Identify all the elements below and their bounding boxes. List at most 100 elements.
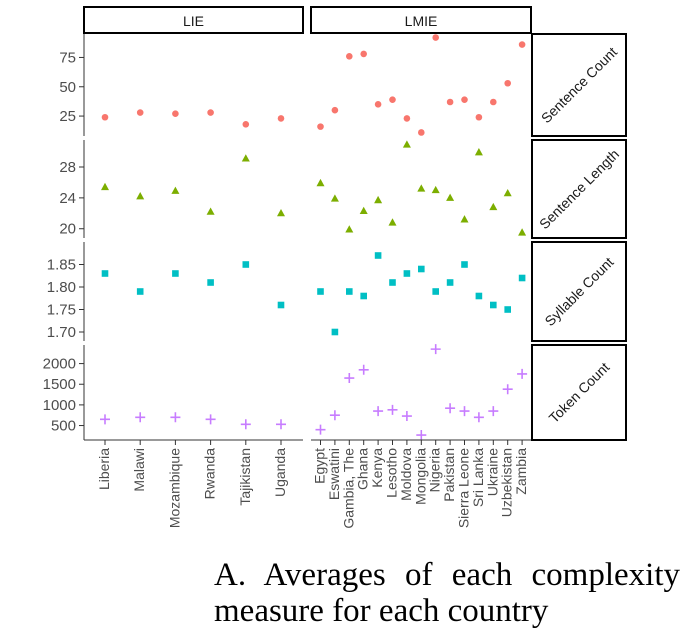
x-tick-label-kenya: Kenya	[369, 448, 385, 488]
point-sentence-count-gambia-the	[346, 52, 353, 60]
point-token-count-egypt	[315, 424, 326, 435]
point-sentence-count-nigeria	[432, 34, 440, 41]
point-sentence-count-ghana	[360, 50, 368, 58]
figure-caption: A. Averages of each complexity measure f…	[214, 557, 680, 629]
point-syllable-count-zambia	[518, 274, 526, 282]
y-tick-label: 1.70	[47, 324, 76, 341]
x-tick-label-lesotho: Lesotho	[384, 448, 400, 498]
point-token-count-nigeria	[430, 344, 441, 355]
strip-syllable-count	[531, 241, 627, 342]
point-sentence-length-uganda	[277, 209, 285, 217]
point-sentence-count-sierra-leone	[461, 96, 468, 103]
point-sentence-count-liberia	[101, 113, 109, 121]
x-tick-label-ukraine: Ukraine	[484, 448, 500, 496]
point-token-count-rwanda	[205, 414, 216, 425]
point-sentence-count-ukraine	[490, 98, 497, 106]
point-sentence-count-egypt	[317, 123, 324, 130]
point-sentence-count-uganda	[277, 115, 285, 122]
point-sentence-length-lesotho	[388, 218, 397, 226]
point-syllable-count-pakistan	[446, 279, 454, 286]
point-token-count-pakistan	[445, 403, 456, 414]
point-syllable-count-sri-lanka	[475, 292, 483, 300]
point-token-count-moldova	[401, 411, 412, 422]
point-syllable-count-moldova	[403, 270, 411, 277]
point-token-count-malawi	[135, 412, 146, 423]
point-sentence-length-mozambique	[171, 186, 180, 194]
point-syllable-count-liberia	[101, 270, 109, 277]
point-syllable-count-ukraine	[490, 301, 497, 309]
x-tick-label-pakistan: Pakistan	[441, 448, 457, 502]
point-sentence-count-kenya	[374, 101, 382, 108]
point-sentence-count-malawi	[136, 109, 144, 116]
y-tick-label: 28	[59, 159, 76, 176]
y-tick-label: 75	[59, 49, 76, 66]
point-syllable-count-gambia-the	[346, 288, 353, 295]
point-syllable-count-malawi	[136, 288, 144, 295]
y-tick-label: 25	[59, 108, 76, 125]
point-token-count-mongolia	[416, 430, 427, 441]
y-tick-label: 1.80	[47, 279, 76, 296]
point-sentence-length-ukraine	[489, 202, 498, 211]
x-tick-label-zambia: Zambia	[513, 448, 529, 495]
point-syllable-count-sierra-leone	[461, 261, 468, 268]
point-token-count-mozambique	[170, 412, 181, 423]
x-tick-label-liberia: Liberia	[96, 448, 112, 490]
point-token-count-ukraine	[488, 406, 499, 417]
strip-lmie	[310, 6, 532, 34]
y-tick-label: 20	[59, 221, 76, 238]
strip-lie	[83, 6, 304, 34]
point-sentence-count-sri-lanka	[475, 113, 483, 121]
point-sentence-length-zambia	[518, 228, 527, 236]
point-sentence-count-rwanda	[207, 109, 214, 116]
point-token-count-lesotho	[387, 404, 398, 415]
point-sentence-length-ghana	[359, 206, 368, 214]
y-tick-label: 1.75	[47, 302, 76, 319]
point-syllable-count-lesotho	[389, 279, 396, 286]
x-tick-label-moldova: Moldova	[398, 448, 414, 501]
x-tick-label-uzbekistan: Uzbekistan	[499, 448, 515, 517]
x-tick-label-egypt: Egypt	[312, 448, 328, 484]
point-token-count-uganda	[276, 419, 286, 430]
point-sentence-length-nigeria	[431, 185, 440, 194]
point-sentence-count-lesotho	[389, 96, 396, 103]
x-tick-label-gambia-the: Gambia, The	[340, 448, 356, 529]
point-sentence-count-mozambique	[172, 110, 179, 118]
x-tick-label-rwanda: Rwanda	[202, 448, 218, 500]
point-sentence-count-eswatini	[331, 106, 339, 114]
point-sentence-length-kenya	[374, 195, 383, 204]
point-sentence-length-tajikistan	[241, 154, 250, 162]
point-sentence-length-uzbekistan	[503, 188, 512, 197]
point-syllable-count-uzbekistan	[504, 306, 511, 313]
x-tick-label-nigeria: Nigeria	[427, 448, 443, 493]
point-syllable-count-mongolia	[418, 265, 425, 273]
point-token-count-kenya	[373, 406, 384, 417]
x-tick-label-mozambique: Mozambique	[166, 448, 182, 528]
x-tick-label-mongolia: Mongolia	[412, 448, 428, 505]
x-tick-label-malawi: Malawi	[131, 448, 147, 492]
point-sentence-length-sierra-leone	[460, 215, 469, 223]
point-sentence-count-moldova	[403, 115, 411, 122]
point-sentence-count-pakistan	[446, 98, 454, 106]
point-token-count-uzbekistan	[502, 384, 513, 395]
point-sentence-length-pakistan	[446, 193, 455, 201]
point-sentence-length-gambia-the	[345, 225, 354, 233]
x-tick-label-uganda: Uganda	[272, 448, 288, 497]
point-sentence-length-eswatini	[330, 194, 339, 202]
strip-token-count	[531, 344, 627, 441]
point-token-count-eswatini	[329, 410, 340, 421]
x-tick-label-tajikistan: Tajikistan	[237, 448, 253, 506]
y-tick-label: 24	[59, 190, 76, 207]
point-syllable-count-ghana	[360, 292, 367, 300]
strip-label-lie: LIE	[183, 13, 204, 29]
point-syllable-count-mozambique	[172, 270, 179, 277]
point-sentence-length-mongolia	[417, 184, 426, 192]
point-sentence-count-tajikistan	[242, 120, 250, 128]
point-syllable-count-kenya	[374, 252, 382, 259]
point-token-count-tajikistan	[240, 419, 251, 430]
point-sentence-count-zambia	[518, 41, 526, 48]
point-sentence-length-malawi	[136, 192, 145, 200]
point-syllable-count-uganda	[277, 301, 285, 309]
y-tick-label: 500	[51, 418, 76, 435]
y-tick-label: 1500	[43, 376, 76, 393]
